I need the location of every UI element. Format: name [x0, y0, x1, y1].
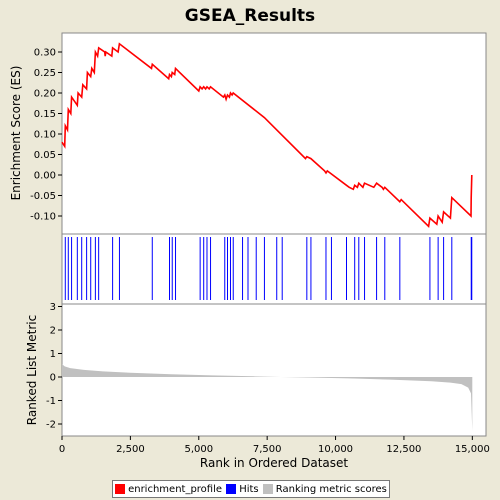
enrichment-profile-line	[61, 42, 473, 228]
legend-swatch-red	[115, 484, 126, 494]
legend-swatch-blue	[226, 484, 237, 494]
es-tick-label: 0.20	[34, 89, 56, 100]
x-tick-label: 15,000	[455, 444, 490, 455]
x-tick-label: 5,000	[184, 444, 213, 455]
x-tick-label: 7,500	[253, 444, 282, 455]
rank-axis-label: Ranked List Metric	[25, 315, 39, 425]
rank-tick-label: -1	[46, 396, 56, 407]
rank-tick-label: 2	[50, 326, 56, 337]
rank-tick-label: 0	[50, 373, 56, 384]
legend-label: enrichment_profile	[128, 483, 223, 495]
rank-tick-label: -2	[46, 420, 56, 431]
x-tick-label: 0	[59, 444, 65, 455]
rank-tick-label: 3	[50, 302, 56, 313]
legend-swatch-gray	[262, 484, 273, 494]
legend-label: Ranking metric scores	[275, 483, 387, 495]
es-tick-label: 0.30	[34, 48, 56, 59]
es-tick-label: 0.05	[34, 150, 56, 161]
legend: enrichment_profile Hits Ranking metric s…	[112, 480, 390, 498]
es-tick-label: 0.00	[34, 171, 56, 182]
x-tick-label: 2,500	[116, 444, 145, 455]
legend-item-ranking: Ranking metric scores	[262, 483, 387, 495]
legend-label: Hits	[239, 483, 259, 495]
x-tick-label: 10,000	[318, 444, 353, 455]
es-tick-label: 0.10	[34, 130, 56, 141]
es-tick-label: 0.15	[34, 109, 56, 120]
hits-panel	[64, 237, 473, 300]
es-axis-label: Enrichment Score (ES)	[9, 66, 23, 201]
x-axis-label: Rank in Ordered Dataset	[200, 456, 348, 470]
legend-item-hits: Hits	[226, 483, 259, 495]
enrichment-panel	[61, 42, 473, 228]
chart-title: GSEA_Results	[184, 6, 316, 26]
axes: 0.30 0.25 0.20 0.15 0.10 0.05 0.00 -0.05 -0.10 3 2…	[30, 48, 490, 456]
es-tick-label: 0.25	[34, 68, 56, 79]
es-tick-label: -0.10	[30, 212, 56, 223]
rank-tick-label: 1	[50, 349, 56, 360]
x-tick-label: 12,500	[386, 444, 421, 455]
es-tick-label: -0.05	[30, 191, 56, 202]
legend-item-enrichment: enrichment_profile	[115, 484, 222, 495]
